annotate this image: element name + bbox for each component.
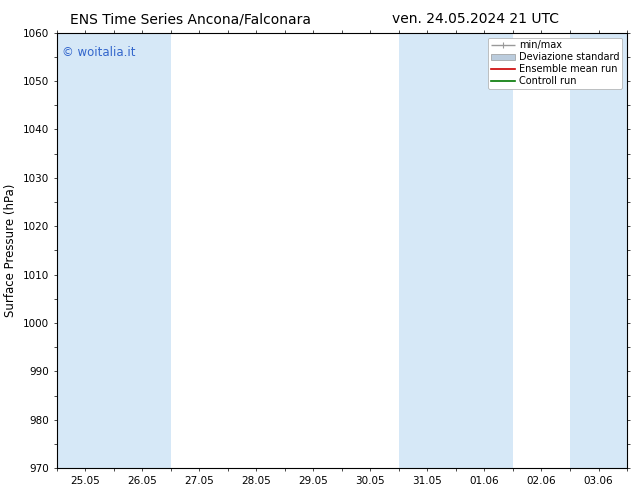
Legend: min/max, Deviazione standard, Ensemble mean run, Controll run: min/max, Deviazione standard, Ensemble m… [488,38,622,89]
Bar [399,33,513,468]
Text: ven. 24.05.2024 21 UTC: ven. 24.05.2024 21 UTC [392,12,559,26]
Y-axis label: Surface Pressure (hPa): Surface Pressure (hPa) [4,184,17,317]
Bar [570,33,627,468]
Text: ENS Time Series Ancona/Falconara: ENS Time Series Ancona/Falconara [70,12,311,26]
Text: © woitalia.it: © woitalia.it [62,46,136,59]
Bar [56,33,171,468]
